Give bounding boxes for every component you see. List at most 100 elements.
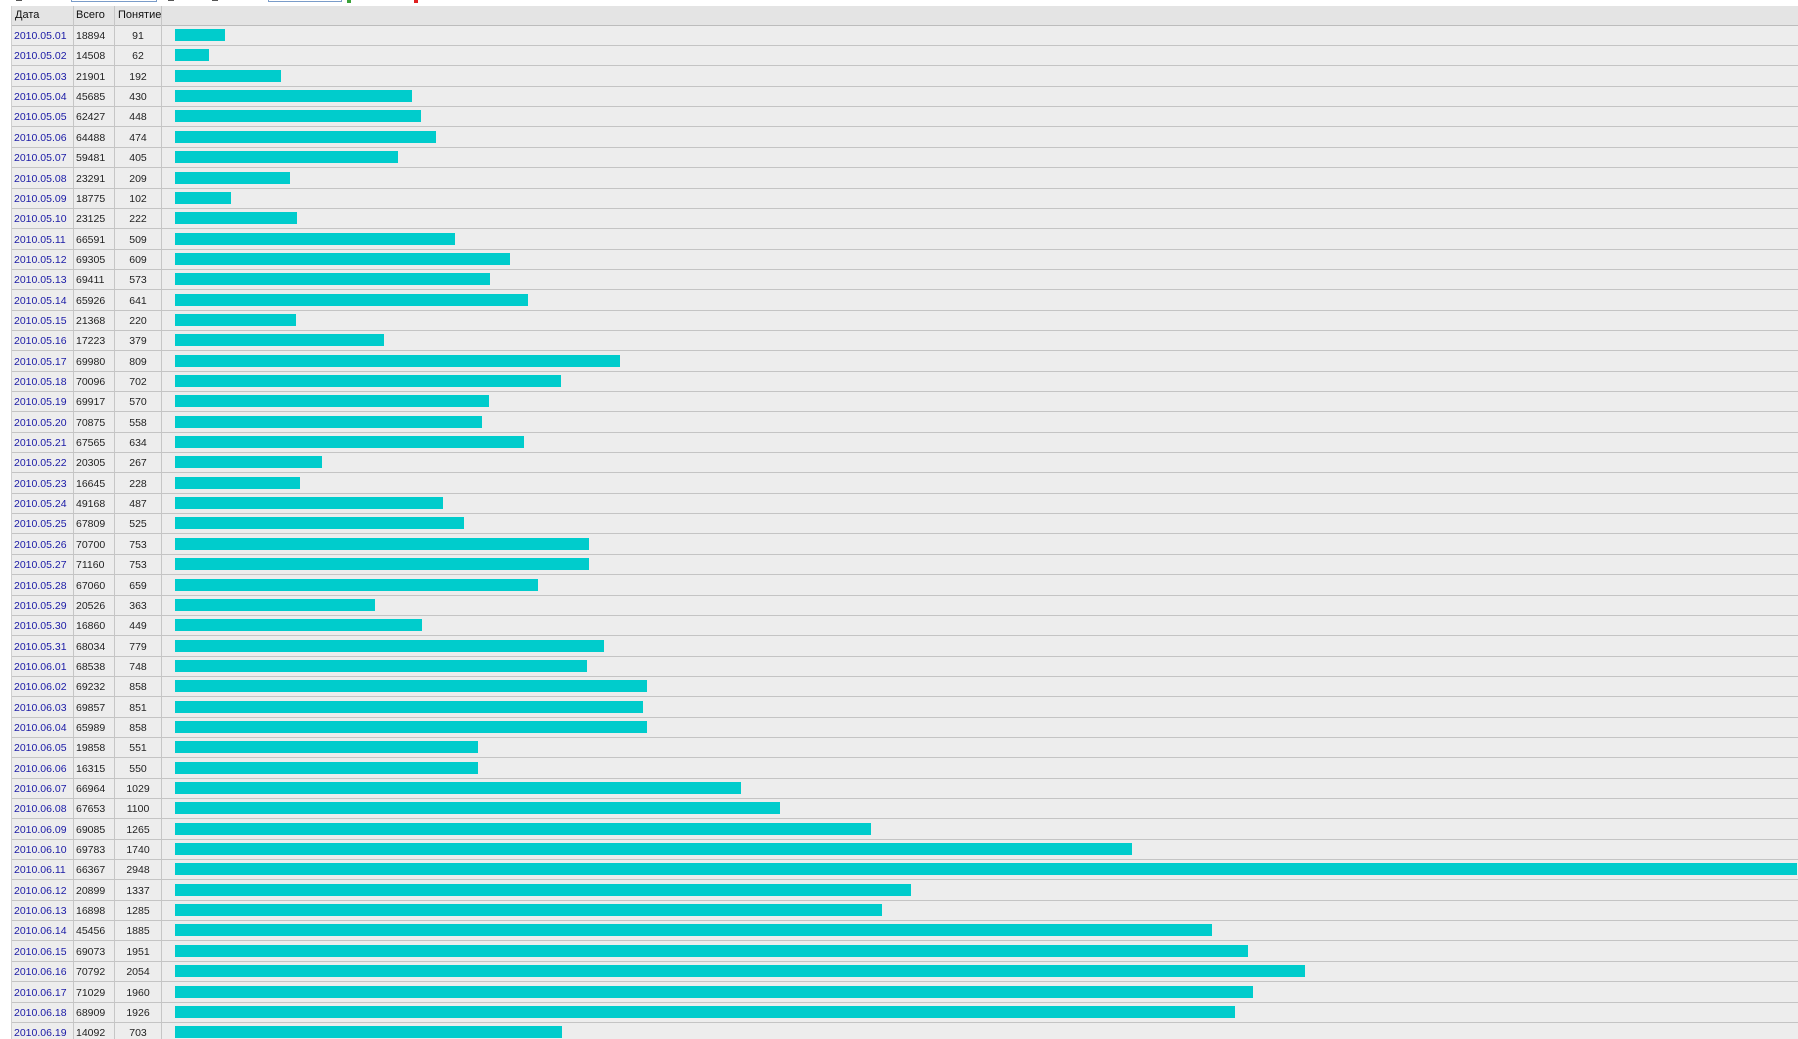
row-date-link[interactable]: 2010.05.16 bbox=[14, 335, 67, 348]
table-row: 2010.06.15 69073 1951 bbox=[12, 942, 1798, 962]
row-bar bbox=[175, 395, 489, 408]
row-bar bbox=[175, 558, 589, 571]
table-row: 2010.06.13 16898 1285 bbox=[12, 901, 1798, 922]
row-bar bbox=[175, 843, 1132, 855]
row-unique: 102 bbox=[129, 192, 147, 205]
row-date-link[interactable]: 2010.06.19 bbox=[14, 1027, 67, 1039]
date-from-input[interactable] bbox=[71, 0, 157, 2]
row-date-link[interactable]: 2010.06.01 bbox=[14, 660, 67, 673]
row-bar bbox=[175, 904, 882, 917]
row-total: 49168 bbox=[76, 498, 106, 511]
row-date-link[interactable]: 2010.05.08 bbox=[14, 172, 67, 185]
row-date-link[interactable]: 2010.05.04 bbox=[14, 91, 67, 104]
row-date-link[interactable]: 2010.06.10 bbox=[14, 844, 67, 856]
row-date-link[interactable]: 2010.06.07 bbox=[14, 783, 67, 795]
row-total: 68538 bbox=[76, 660, 106, 673]
header-unique: Понятие bbox=[118, 9, 162, 21]
row-date-link[interactable]: 2010.05.30 bbox=[14, 620, 67, 633]
row-unique: 573 bbox=[129, 274, 147, 287]
row-bar bbox=[175, 212, 297, 225]
row-date-link[interactable]: 2010.05.24 bbox=[14, 498, 67, 511]
row-bar bbox=[175, 69, 281, 82]
table-row: 2010.05.19 69917 570 bbox=[12, 392, 1798, 413]
table-row: 2010.05.05 62427 448 bbox=[12, 107, 1798, 128]
table-row: 2010.05.28 67060 659 bbox=[12, 576, 1798, 596]
row-date-link[interactable]: 2010.06.04 bbox=[14, 721, 67, 734]
table-row: 2010.05.20 70875 558 bbox=[12, 413, 1798, 433]
row-bar bbox=[175, 578, 538, 591]
row-total: 16860 bbox=[76, 620, 106, 633]
row-date-link[interactable]: 2010.05.23 bbox=[14, 477, 67, 490]
row-date-link[interactable]: 2010.05.22 bbox=[14, 457, 67, 470]
row-date-link[interactable]: 2010.05.09 bbox=[14, 192, 67, 205]
row-date-link[interactable]: 2010.05.15 bbox=[14, 314, 67, 327]
row-date-link[interactable]: 2010.05.14 bbox=[14, 294, 67, 307]
row-unique: 430 bbox=[129, 91, 147, 104]
row-bar bbox=[175, 639, 604, 652]
row-date-link[interactable]: 2010.05.11 bbox=[14, 233, 66, 246]
row-date-link[interactable]: 2010.06.11 bbox=[14, 864, 66, 877]
row-unique: 779 bbox=[129, 640, 147, 653]
row-total: 62427 bbox=[76, 111, 106, 124]
row-unique: 192 bbox=[129, 70, 147, 83]
row-date-link[interactable]: 2010.06.05 bbox=[14, 742, 67, 755]
row-date-link[interactable]: 2010.06.18 bbox=[14, 1006, 67, 1019]
row-date-link[interactable]: 2010.06.16 bbox=[14, 966, 67, 979]
row-date-link[interactable]: 2010.06.03 bbox=[14, 701, 67, 714]
table-row: 2010.05.15 21368 220 bbox=[12, 311, 1798, 331]
row-date-link[interactable]: 2010.05.28 bbox=[14, 579, 67, 592]
row-date-link[interactable]: 2010.05.21 bbox=[14, 437, 67, 449]
table-row: 2010.05.12 69305 609 bbox=[12, 250, 1798, 270]
header-total: Всего bbox=[76, 9, 105, 21]
row-date-link[interactable]: 2010.06.08 bbox=[14, 803, 67, 816]
row-date-link[interactable]: 2010.05.01 bbox=[14, 30, 67, 42]
row-bar bbox=[175, 354, 620, 367]
row-unique: 748 bbox=[129, 660, 147, 673]
row-date-link[interactable]: 2010.06.17 bbox=[14, 986, 67, 999]
top-toolbar-strip bbox=[0, 0, 1798, 5]
row-date-link[interactable]: 2010.05.02 bbox=[14, 50, 67, 63]
table-row: 2010.05.21 67565 634 bbox=[12, 433, 1798, 453]
row-date-link[interactable]: 2010.06.12 bbox=[14, 884, 67, 897]
table-row: 2010.06.19 14092 703 bbox=[12, 1023, 1798, 1039]
row-date-link[interactable]: 2010.05.29 bbox=[14, 599, 67, 612]
row-date-link[interactable]: 2010.05.17 bbox=[14, 355, 67, 368]
row-date-link[interactable]: 2010.05.25 bbox=[14, 518, 67, 531]
row-date-link[interactable]: 2010.06.06 bbox=[14, 762, 67, 775]
row-bar bbox=[175, 334, 384, 347]
row-unique: 2054 bbox=[126, 966, 150, 979]
row-bar bbox=[175, 802, 780, 815]
table-row: 2010.05.25 67809 525 bbox=[12, 514, 1798, 535]
row-date-link[interactable]: 2010.05.13 bbox=[14, 274, 67, 287]
row-date-link[interactable]: 2010.05.26 bbox=[14, 538, 67, 551]
row-date-link[interactable]: 2010.06.09 bbox=[14, 823, 67, 836]
table-row: 2010.05.24 49168 487 bbox=[12, 494, 1798, 515]
apply-icon[interactable] bbox=[347, 0, 351, 3]
row-total: 16315 bbox=[76, 762, 106, 775]
row-total: 70875 bbox=[76, 416, 106, 429]
row-date-link[interactable]: 2010.05.03 bbox=[14, 70, 67, 83]
row-date-link[interactable]: 2010.05.07 bbox=[14, 152, 67, 165]
date-to-input[interactable] bbox=[268, 0, 342, 2]
reset-icon[interactable] bbox=[414, 0, 418, 3]
row-date-link[interactable]: 2010.06.13 bbox=[14, 905, 67, 918]
row-date-link[interactable]: 2010.05.27 bbox=[14, 559, 67, 572]
row-bar bbox=[175, 863, 1797, 876]
table-row: 2010.06.17 71029 1960 bbox=[12, 983, 1798, 1003]
row-unique: 1100 bbox=[126, 803, 150, 816]
row-unique: 550 bbox=[129, 762, 147, 775]
row-bar bbox=[175, 924, 1212, 937]
row-date-link[interactable]: 2010.05.18 bbox=[14, 376, 67, 388]
row-date-link[interactable]: 2010.05.05 bbox=[14, 111, 67, 124]
row-date-link[interactable]: 2010.05.19 bbox=[14, 396, 67, 409]
row-date-link[interactable]: 2010.05.31 bbox=[14, 640, 67, 653]
row-date-link[interactable]: 2010.06.02 bbox=[14, 681, 67, 694]
table-row: 2010.06.02 69232 858 bbox=[12, 677, 1798, 698]
row-date-link[interactable]: 2010.06.15 bbox=[14, 945, 67, 958]
row-date-link[interactable]: 2010.05.12 bbox=[14, 253, 67, 266]
row-total: 68034 bbox=[76, 640, 106, 653]
row-date-link[interactable]: 2010.05.06 bbox=[14, 131, 67, 144]
row-date-link[interactable]: 2010.05.10 bbox=[14, 213, 67, 226]
row-date-link[interactable]: 2010.05.20 bbox=[14, 416, 67, 429]
row-date-link[interactable]: 2010.06.14 bbox=[14, 925, 67, 938]
